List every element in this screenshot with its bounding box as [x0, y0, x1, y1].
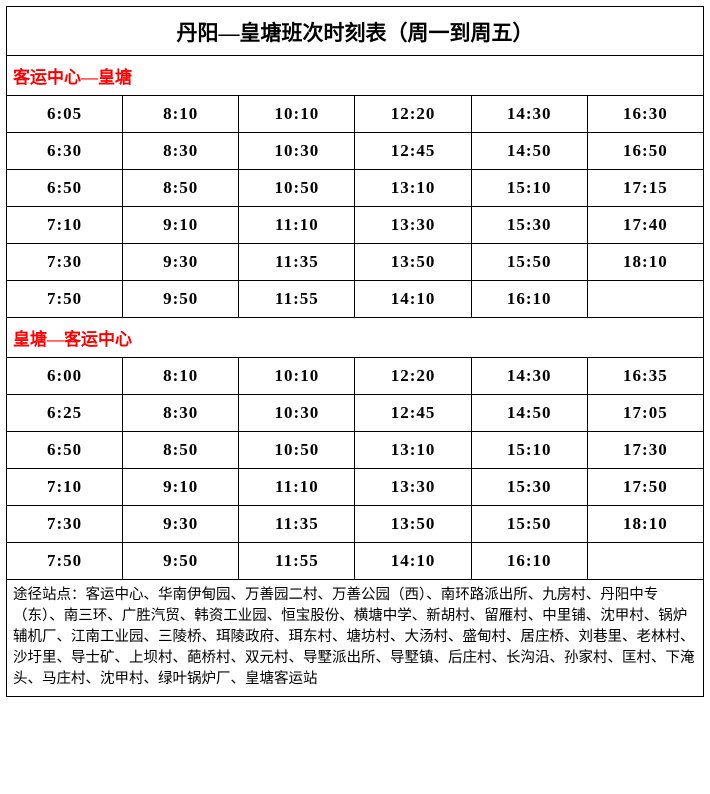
- time-cell: 7:30: [7, 506, 123, 543]
- time-cell: 10:50: [239, 170, 355, 207]
- time-cell: 6:05: [7, 96, 123, 133]
- time-cell: 7:30: [7, 244, 123, 281]
- time-cell: 13:50: [355, 506, 471, 543]
- time-cell: 17:05: [587, 395, 703, 432]
- time-cell: 11:35: [239, 506, 355, 543]
- time-cell: 15:30: [471, 207, 587, 244]
- time-cell: 10:30: [239, 395, 355, 432]
- time-cell: 12:20: [355, 96, 471, 133]
- time-cell: 15:50: [471, 506, 587, 543]
- section-header-1: 客运中心—皇塘: [7, 56, 704, 96]
- time-cell: 7:10: [7, 469, 123, 506]
- time-cell: 14:10: [355, 281, 471, 318]
- time-cell: 9:30: [123, 506, 239, 543]
- time-cell: 17:40: [587, 207, 703, 244]
- time-cell: 14:10: [355, 543, 471, 580]
- time-cell: 13:50: [355, 244, 471, 281]
- time-cell: 16:35: [587, 358, 703, 395]
- time-cell: 14:30: [471, 358, 587, 395]
- time-cell: [587, 281, 703, 318]
- time-cell: 14:30: [471, 96, 587, 133]
- time-cell: 7:50: [7, 543, 123, 580]
- time-cell: 13:10: [355, 432, 471, 469]
- time-cell: 16:50: [587, 133, 703, 170]
- time-cell: 14:50: [471, 133, 587, 170]
- time-cell: 7:50: [7, 281, 123, 318]
- time-cell: 6:50: [7, 170, 123, 207]
- time-cell: 8:30: [123, 133, 239, 170]
- time-cell: 16:10: [471, 543, 587, 580]
- time-cell: 6:30: [7, 133, 123, 170]
- time-cell: 7:10: [7, 207, 123, 244]
- time-cell: 11:55: [239, 281, 355, 318]
- time-cell: 17:15: [587, 170, 703, 207]
- time-cell: 8:50: [123, 170, 239, 207]
- time-cell: 8:10: [123, 358, 239, 395]
- time-cell: 8:10: [123, 96, 239, 133]
- timetable-container: 丹阳—皇塘班次时刻表（周一到周五） 客运中心—皇塘 6:058:1010:101…: [0, 0, 710, 703]
- time-cell: 10:10: [239, 358, 355, 395]
- time-cell: 17:50: [587, 469, 703, 506]
- time-cell: 9:10: [123, 469, 239, 506]
- time-cell: 17:30: [587, 432, 703, 469]
- time-cell: 6:25: [7, 395, 123, 432]
- time-cell: 13:10: [355, 170, 471, 207]
- time-cell: 15:10: [471, 432, 587, 469]
- time-cell: 9:30: [123, 244, 239, 281]
- time-cell: 11:10: [239, 469, 355, 506]
- time-cell: 11:10: [239, 207, 355, 244]
- time-cell: 11:35: [239, 244, 355, 281]
- time-cell: 13:30: [355, 207, 471, 244]
- time-cell: 13:30: [355, 469, 471, 506]
- stops-text: 途径站点：客运中心、华南伊甸园、万善园二村、万善公园（西）、南环路派出所、九房村…: [7, 580, 704, 697]
- time-cell: 6:00: [7, 358, 123, 395]
- time-cell: 18:10: [587, 506, 703, 543]
- time-cell: [587, 543, 703, 580]
- time-cell: 15:30: [471, 469, 587, 506]
- time-cell: 10:50: [239, 432, 355, 469]
- time-cell: 10:10: [239, 96, 355, 133]
- page-title: 丹阳—皇塘班次时刻表（周一到周五）: [7, 7, 704, 56]
- section-header-2: 皇塘—客运中心: [7, 318, 704, 358]
- time-cell: 11:55: [239, 543, 355, 580]
- time-cell: 12:45: [355, 133, 471, 170]
- time-cell: 14:50: [471, 395, 587, 432]
- time-cell: 10:30: [239, 133, 355, 170]
- time-cell: 18:10: [587, 244, 703, 281]
- time-cell: 8:30: [123, 395, 239, 432]
- time-cell: 15:10: [471, 170, 587, 207]
- time-cell: 12:45: [355, 395, 471, 432]
- time-cell: 9:50: [123, 281, 239, 318]
- time-cell: 12:20: [355, 358, 471, 395]
- time-cell: 15:50: [471, 244, 587, 281]
- time-cell: 6:50: [7, 432, 123, 469]
- timetable: 丹阳—皇塘班次时刻表（周一到周五） 客运中心—皇塘 6:058:1010:101…: [6, 6, 704, 697]
- time-cell: 8:50: [123, 432, 239, 469]
- time-cell: 16:10: [471, 281, 587, 318]
- time-cell: 16:30: [587, 96, 703, 133]
- time-cell: 9:50: [123, 543, 239, 580]
- time-cell: 9:10: [123, 207, 239, 244]
